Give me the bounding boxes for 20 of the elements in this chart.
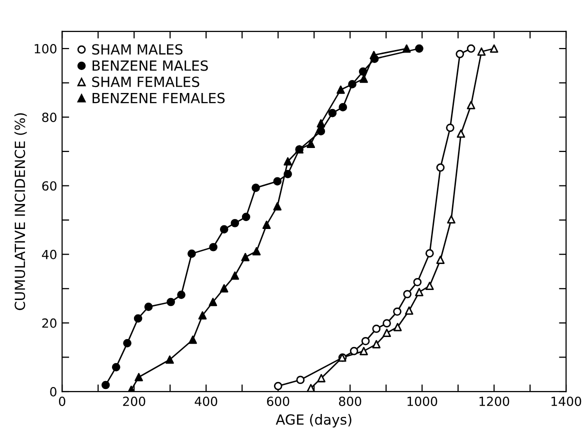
y-tick-label: 40 — [42, 250, 56, 260]
y-axis-title: CUMULATIVE INCIDENCE (%) — [14, 113, 27, 310]
y-tick-label: 0 — [50, 387, 56, 396]
y-tick-label: 20 — [42, 318, 56, 328]
x-axis-title: AGE (days) — [276, 414, 352, 428]
y-tick-label: 80 — [42, 112, 56, 122]
legend-label: SHAM FEMALES — [92, 76, 200, 88]
x-tick-label: 1400 — [552, 396, 582, 406]
x-tick-label: 600 — [267, 396, 290, 406]
x-tick-label: 1000 — [408, 396, 438, 406]
x-tick-label: 800 — [339, 396, 362, 406]
legend-label: BENZENE MALES — [92, 60, 208, 71]
y-tick-label: 60 — [42, 181, 56, 191]
x-tick-label: 200 — [123, 396, 146, 406]
x-tick-label: 400 — [194, 396, 218, 406]
x-tick-label: 1200 — [480, 396, 510, 406]
x-tick-label: 0 — [58, 396, 66, 406]
legend-label: SHAM MALES — [92, 44, 182, 55]
y-tick-label: 100 — [34, 44, 56, 54]
legend-label: BENZENE FEMALES — [92, 92, 225, 104]
